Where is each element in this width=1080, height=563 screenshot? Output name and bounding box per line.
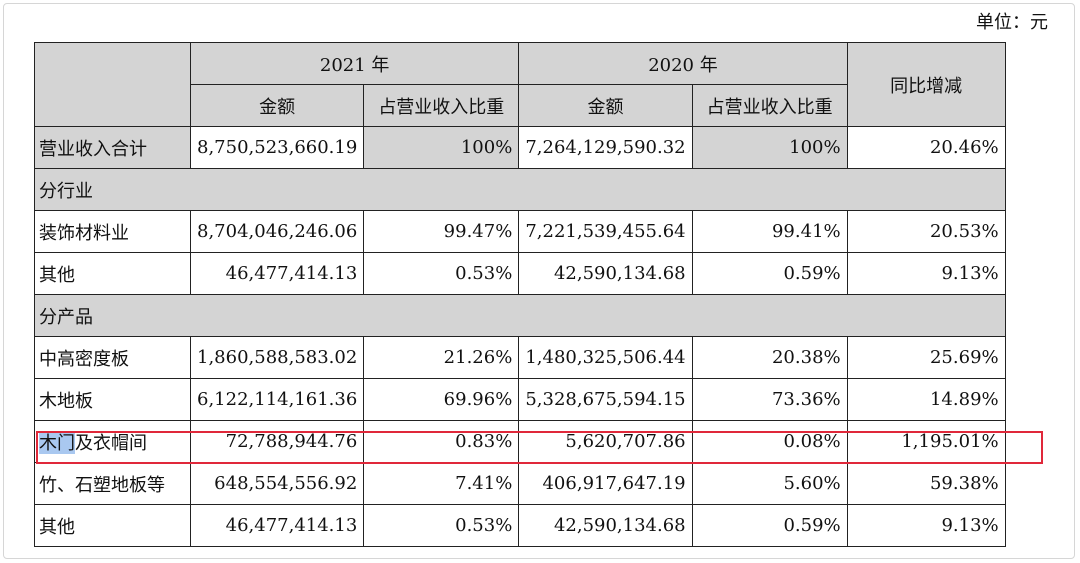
amount-2021: 46,477,414.13 xyxy=(189,504,365,547)
table-row: 装饰材料业 8,704,046,246.06 99.47% 7,221,539,… xyxy=(34,210,1006,253)
selected-text[interactable]: 木门 xyxy=(39,432,75,454)
yoy-change: 1,195.01% xyxy=(846,420,1006,463)
ratio-2020: 5.60% xyxy=(691,462,848,505)
header-amount-2020: 金额 xyxy=(518,84,693,127)
amount-2020: 7,221,539,455.64 xyxy=(518,210,693,253)
amount-2021: 648,554,556.92 xyxy=(189,462,365,505)
section-label: 分产品 xyxy=(34,294,1006,337)
table-row: 其他 46,477,414.13 0.53% 42,590,134.68 0.5… xyxy=(34,504,1006,547)
header-yoy: 同比增减 xyxy=(846,42,1006,127)
row-label: 中高密度板 xyxy=(34,336,191,379)
header-ratio-2021: 占营业收入比重 xyxy=(363,84,520,127)
amount-2020: 7,264,129,590.32 xyxy=(518,126,693,169)
amount-2020: 5,328,675,594.15 xyxy=(518,378,693,421)
yoy-change: 14.89% xyxy=(846,378,1006,421)
row-label: 竹、石塑地板等 xyxy=(34,462,191,505)
row-label: 木地板 xyxy=(34,378,191,421)
header-blank xyxy=(34,42,191,127)
ratio-2020: 73.36% xyxy=(691,378,848,421)
amount-2020: 42,590,134.68 xyxy=(518,504,693,547)
row-label: 装饰材料业 xyxy=(34,210,191,253)
row-label: 木门及衣帽间 xyxy=(34,420,191,463)
ratio-2020: 20.38% xyxy=(691,336,848,379)
document-frame xyxy=(3,3,1075,559)
table-row: 营业收入合计 8,750,523,660.19 100% 7,264,129,5… xyxy=(34,126,1006,169)
amount-2021: 8,750,523,660.19 xyxy=(189,126,365,169)
section-row-product: 分产品 xyxy=(34,294,1006,337)
amount-2021: 8,704,046,246.06 xyxy=(189,210,365,253)
amount-2020: 406,917,647.19 xyxy=(518,462,693,505)
section-label: 分行业 xyxy=(34,168,1006,211)
ratio-2020: 100% xyxy=(691,126,848,169)
amount-2020: 1,480,325,506.44 xyxy=(518,336,693,379)
ratio-2020: 0.59% xyxy=(691,252,848,295)
header-amount-2021: 金额 xyxy=(189,84,365,127)
amount-2021: 46,477,414.13 xyxy=(189,252,365,295)
ratio-2021: 0.53% xyxy=(363,252,520,295)
ratio-2021: 99.47% xyxy=(363,210,520,253)
yoy-change: 59.38% xyxy=(846,462,1006,505)
table-row: 中高密度板 1,860,588,583.02 21.26% 1,480,325,… xyxy=(34,336,1006,379)
ratio-2021: 0.83% xyxy=(363,420,520,463)
yoy-change: 9.13% xyxy=(846,252,1006,295)
ratio-2020: 99.41% xyxy=(691,210,848,253)
yoy-change: 20.53% xyxy=(846,210,1006,253)
yoy-change: 20.46% xyxy=(846,126,1006,169)
header-ratio-2020: 占营业收入比重 xyxy=(691,84,848,127)
ratio-2021: 0.53% xyxy=(363,504,520,547)
amount-2021: 6,122,114,161.36 xyxy=(189,378,365,421)
unit-label: 单位：元 xyxy=(976,12,1048,33)
row-label-rest: 及衣帽间 xyxy=(75,432,147,454)
section-row-industry: 分行业 xyxy=(34,168,1006,211)
ratio-2021: 7.41% xyxy=(363,462,520,505)
table-row-highlighted: 木门及衣帽间 72,788,944.76 0.83% 5,620,707.86 … xyxy=(34,420,1006,463)
row-label: 营业收入合计 xyxy=(34,126,191,169)
amount-2020: 5,620,707.86 xyxy=(518,420,693,463)
table-row: 竹、石塑地板等 648,554,556.92 7.41% 406,917,647… xyxy=(34,462,1006,505)
ratio-2020: 0.59% xyxy=(691,504,848,547)
row-label: 其他 xyxy=(34,504,191,547)
amount-2020: 42,590,134.68 xyxy=(518,252,693,295)
revenue-table: 2021 年 2020 年 同比增减 金额 占营业收入比重 金额 占营业收入比重… xyxy=(34,42,1006,547)
header-2021: 2021 年 xyxy=(189,42,520,85)
yoy-change: 25.69% xyxy=(846,336,1006,379)
row-label: 其他 xyxy=(34,252,191,295)
ratio-2021: 21.26% xyxy=(363,336,520,379)
table-row: 木地板 6,122,114,161.36 69.96% 5,328,675,59… xyxy=(34,378,1006,421)
ratio-2020: 0.08% xyxy=(691,420,848,463)
ratio-2021: 100% xyxy=(363,126,520,169)
header-2020: 2020 年 xyxy=(518,42,848,85)
ratio-2021: 69.96% xyxy=(363,378,520,421)
header-row-years: 2021 年 2020 年 同比增减 xyxy=(34,42,1006,127)
amount-2021: 72,788,944.76 xyxy=(189,420,365,463)
yoy-change: 9.13% xyxy=(846,504,1006,547)
amount-2021: 1,860,588,583.02 xyxy=(189,336,365,379)
table-row: 其他 46,477,414.13 0.53% 42,590,134.68 0.5… xyxy=(34,252,1006,295)
